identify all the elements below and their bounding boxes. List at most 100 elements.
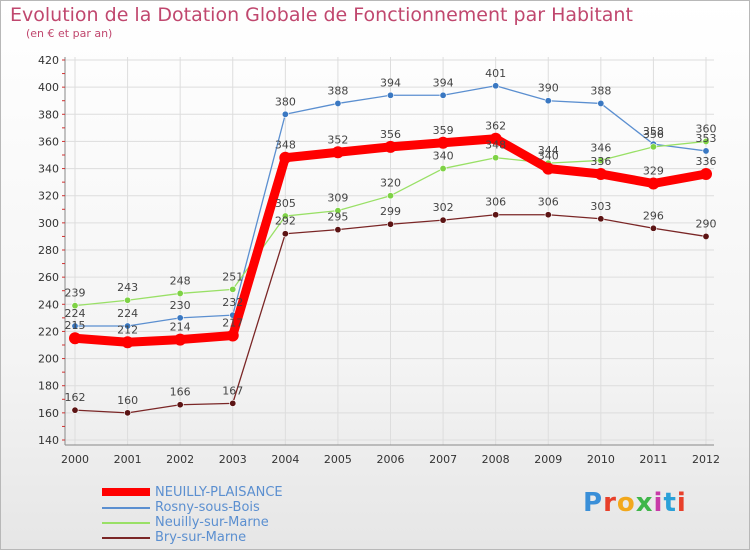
data-point-neuilly-plaisance <box>647 177 660 190</box>
data-point-neuilly-plaisance <box>542 162 555 175</box>
data-point-neuilly-sur-marne <box>386 192 394 200</box>
data-point-neuilly-sur-marne <box>176 289 184 297</box>
y-tick-label: 420 <box>38 54 59 67</box>
data-label-rosny-sous-bois: 388 <box>327 84 348 97</box>
data-label-neuilly-plaisance: 214 <box>170 321 191 334</box>
legend-swatch-neuilly-plaisance <box>102 488 150 496</box>
y-tick-label: 160 <box>38 407 59 420</box>
data-label-neuilly-plaisance: 362 <box>485 120 506 133</box>
legend-swatch-neuilly-sur-marne <box>102 522 150 524</box>
y-tick-label: 180 <box>38 380 59 393</box>
data-label-neuilly-sur-marne: 251 <box>222 270 243 283</box>
data-point-bry-sur-marne <box>176 401 184 409</box>
data-label-rosny-sous-bois: 394 <box>433 76 454 89</box>
data-label-bry-sur-marne: 292 <box>275 215 296 228</box>
x-tick-label: 2001 <box>114 453 142 466</box>
y-tick-label: 300 <box>38 217 59 230</box>
data-label-neuilly-plaisance: 352 <box>327 133 348 146</box>
data-label-neuilly-plaisance: 329 <box>643 165 664 178</box>
data-point-bry-sur-marne <box>386 220 394 228</box>
chart-title: Evolution de la Dotation Globale de Fonc… <box>10 4 633 26</box>
data-label-neuilly-sur-marne: 309 <box>327 192 348 205</box>
y-tick-label: 380 <box>38 108 59 121</box>
data-point-rosny-sous-bois <box>492 82 500 90</box>
data-label-neuilly-plaisance: 359 <box>433 124 454 137</box>
x-tick-label: 2003 <box>219 453 247 466</box>
logo-letter: P <box>583 488 604 518</box>
x-tick-label: 2009 <box>534 453 562 466</box>
data-label-bry-sur-marne: 299 <box>380 205 401 218</box>
data-point-neuilly-plaisance <box>121 336 134 349</box>
x-tick-label: 2012 <box>692 453 720 466</box>
x-tick-label: 2005 <box>324 453 352 466</box>
data-point-bry-sur-marne <box>492 211 500 219</box>
logo-letter: i <box>653 488 664 518</box>
x-tick-label: 2007 <box>429 453 457 466</box>
data-label-rosny-sous-bois: 224 <box>117 307 138 320</box>
data-point-neuilly-sur-marne <box>649 143 657 151</box>
legend-label-rosny-sous-bois: Rosny-sous-Bois <box>155 500 260 515</box>
data-point-rosny-sous-bois <box>124 322 132 330</box>
data-label-neuilly-sur-marne: 248 <box>170 274 191 287</box>
data-point-bry-sur-marne <box>334 226 342 234</box>
data-label-rosny-sous-bois: 380 <box>275 95 296 108</box>
data-point-neuilly-plaisance <box>69 332 81 345</box>
y-tick-label: 320 <box>38 190 59 203</box>
data-point-bry-sur-marne <box>281 230 289 238</box>
data-label-neuilly-plaisance: 215 <box>65 319 86 332</box>
data-point-bry-sur-marne <box>124 409 132 417</box>
data-point-bry-sur-marne <box>439 216 447 224</box>
x-tick-label: 2008 <box>482 453 510 466</box>
data-label-neuilly-sur-marne: 348 <box>485 139 506 152</box>
data-label-bry-sur-marne: 306 <box>485 196 506 209</box>
data-point-neuilly-sur-marne <box>334 207 342 215</box>
y-tick-label: 260 <box>38 271 59 284</box>
data-point-neuilly-plaisance <box>279 151 292 164</box>
data-label-neuilly-sur-marne: 239 <box>65 287 86 300</box>
y-tick-label: 220 <box>38 325 59 338</box>
data-label-rosny-sous-bois: 358 <box>643 125 664 138</box>
data-label-neuilly-plaisance: 356 <box>380 128 401 141</box>
x-tick-label: 2004 <box>271 453 299 466</box>
data-label-neuilly-plaisance: 217 <box>222 317 243 330</box>
data-point-rosny-sous-bois <box>544 97 552 105</box>
logo-letter: t <box>663 488 677 518</box>
data-label-neuilly-sur-marne: 344 <box>538 144 559 157</box>
y-tick-label: 140 <box>38 434 59 447</box>
data-label-bry-sur-marne: 296 <box>643 209 664 222</box>
y-tick-label: 280 <box>38 244 59 257</box>
legend-label-bry-sur-marne: Bry-sur-Marne <box>155 530 247 545</box>
data-point-bry-sur-marne <box>71 406 79 414</box>
y-tick-label: 240 <box>38 298 59 311</box>
data-label-bry-sur-marne: 290 <box>696 217 717 230</box>
data-point-rosny-sous-bois <box>176 314 184 322</box>
legend-label-neuilly-sur-marne: Neuilly-sur-Marne <box>155 515 269 530</box>
data-label-neuilly-sur-marne: 346 <box>590 141 611 154</box>
data-label-bry-sur-marne: 306 <box>538 196 559 209</box>
x-tick-label: 2006 <box>377 453 405 466</box>
data-point-neuilly-sur-marne <box>439 165 447 173</box>
data-point-neuilly-plaisance <box>226 329 239 342</box>
data-label-neuilly-plaisance: 212 <box>117 323 138 336</box>
data-point-neuilly-plaisance <box>437 136 450 149</box>
x-tick-label: 2010 <box>587 453 615 466</box>
data-point-rosny-sous-bois <box>702 147 710 155</box>
data-label-neuilly-sur-marne: 360 <box>696 122 717 135</box>
data-point-rosny-sous-bois <box>439 91 447 99</box>
data-label-rosny-sous-bois: 232 <box>222 296 243 309</box>
data-label-bry-sur-marne: 303 <box>590 200 611 213</box>
x-tick-label: 2000 <box>61 453 89 466</box>
legend-swatch-rosny-sous-bois <box>102 507 150 509</box>
logo-letter: i <box>676 488 687 518</box>
x-tick-label: 2002 <box>166 453 194 466</box>
data-point-neuilly-plaisance <box>489 132 502 145</box>
y-tick-label: 360 <box>38 135 59 148</box>
data-label-bry-sur-marne: 302 <box>433 201 454 214</box>
y-tick-label: 200 <box>38 353 59 366</box>
data-label-bry-sur-marne: 166 <box>170 386 191 399</box>
data-label-rosny-sous-bois: 401 <box>485 67 506 80</box>
data-label-rosny-sous-bois: 224 <box>65 307 86 320</box>
data-point-rosny-sous-bois <box>386 91 394 99</box>
data-point-rosny-sous-bois <box>597 99 605 107</box>
